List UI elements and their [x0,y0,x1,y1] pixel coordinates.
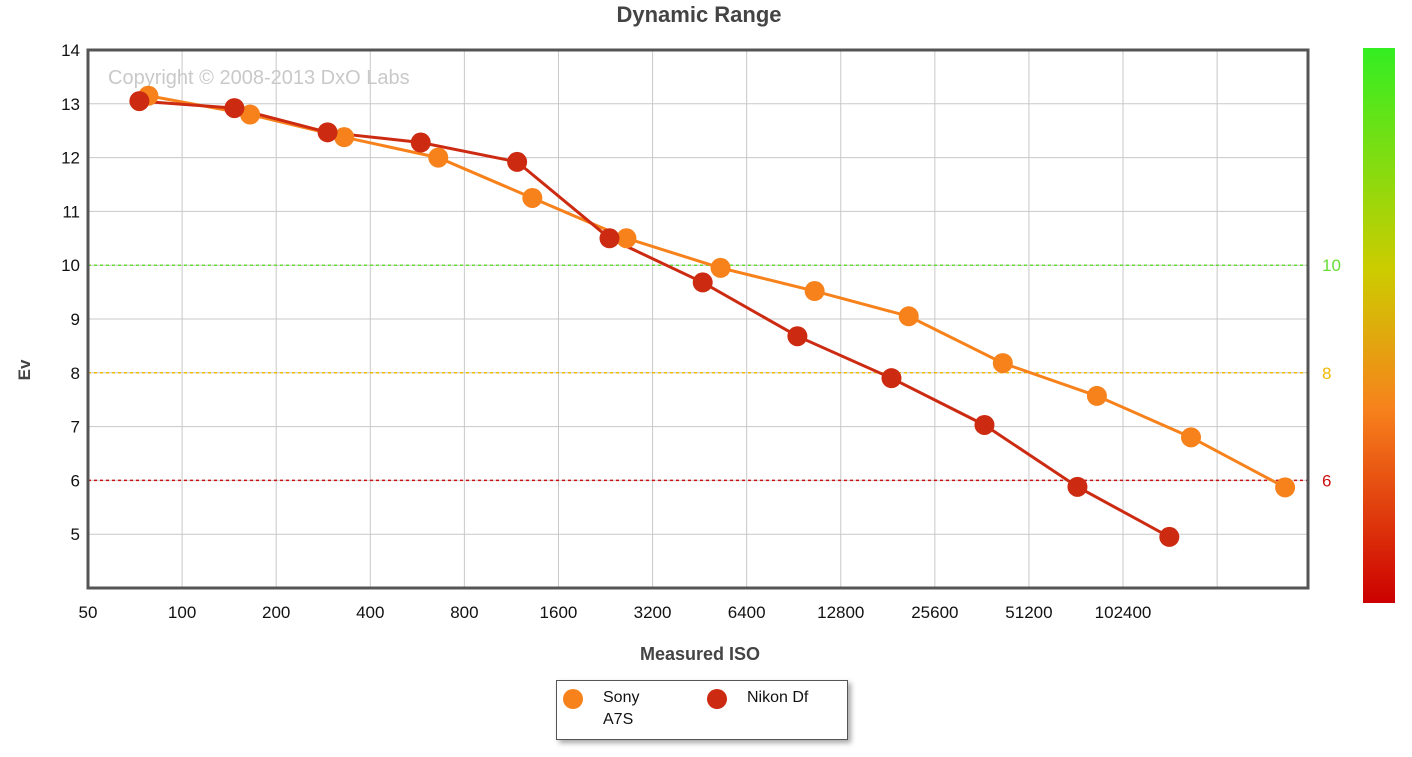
series-line-1 [139,99,1171,539]
x-tick-label: 12800 [817,603,864,622]
data-point-series-1 [1067,476,1088,497]
y-tick-label: 14 [61,41,80,60]
data-point-series-1 [974,414,995,435]
y-tick-label: 7 [71,418,80,437]
y-tick-label: 6 [71,471,80,490]
data-point-series-0 [240,104,261,125]
y-tick-label: 5 [71,525,80,544]
y-axis-label: Ev [15,359,34,380]
x-tick-label: 50 [79,603,98,622]
data-point-series-0 [428,147,449,168]
x-tick-label: 800 [450,603,478,622]
x-tick-label: 200 [262,603,290,622]
reference-label-10: 10 [1322,256,1341,275]
data-point-series-1 [599,228,620,249]
data-point-series-1 [410,132,431,153]
data-point-series-1 [129,91,150,112]
data-point-series-1 [1159,526,1180,547]
y-tick-label: 12 [61,149,80,168]
chart-legend: Sony A7S Nikon Df [556,680,848,740]
data-point-series-1 [224,98,245,119]
legend-label-sony: Sony A7S [603,689,640,728]
x-tick-labels: 50 100 200 400 800 1600 3200 6400 12800 25600 5120… [79,603,1152,622]
y-tick-labels: 14 13 12 11 10 9 8 7 6 5 [61,41,80,544]
data-point-series-1 [881,368,902,389]
chart-title: Dynamic Range [616,2,781,27]
data-point-series-1 [692,272,713,293]
data-point-series-0 [1181,427,1202,448]
y-tick-label: 10 [61,256,80,275]
reference-label-8: 8 [1322,364,1331,383]
x-tick-label: 25600 [911,603,958,622]
data-point-series-0 [616,228,637,249]
y-tick-label: 8 [71,364,80,383]
reference-label-6: 6 [1322,471,1331,490]
data-point-series-0 [710,257,731,278]
data-point-series-0 [1086,385,1107,406]
x-axis-label: Measured ISO [640,644,760,664]
data-point-series-0 [804,281,825,302]
data-point-series-1 [317,122,338,143]
plot-frame [86,48,1310,590]
legend-marker-nikon-icon [707,689,727,709]
data-point-series-1 [787,326,808,347]
reference-line-labels: 10 8 6 [1322,256,1341,490]
legend-label-nikon: Nikon Df [747,689,809,706]
y-tick-label: 9 [71,310,80,329]
data-point-series-0 [522,187,543,208]
y-tick-label: 11 [62,202,80,221]
x-tick-label: 102400 [1095,603,1152,622]
x-tick-label: 6400 [728,603,766,622]
legend-marker-sony-icon [563,689,583,709]
data-point-series-0 [334,127,355,148]
x-tick-label: 3200 [634,603,672,622]
data-point-series-0 [898,306,919,327]
x-tick-label: 400 [356,603,384,622]
series-lines [129,85,1296,547]
x-tick-label: 100 [168,603,196,622]
data-point-series-0 [992,353,1013,374]
x-tick-label: 51200 [1005,603,1052,622]
copyright-watermark: Copyright © 2008-2013 DxO Labs [108,67,410,89]
dynamic-range-colorbar [1363,48,1395,603]
x-tick-label: 1600 [540,603,578,622]
y-tick-label: 13 [61,95,80,114]
reference-lines [88,264,1308,482]
data-point-series-0 [1275,477,1296,498]
grid-lines [88,50,1308,588]
data-point-series-1 [507,151,528,172]
